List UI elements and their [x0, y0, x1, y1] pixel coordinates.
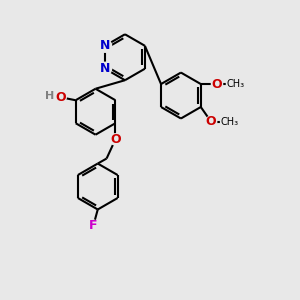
- Text: CH₃: CH₃: [220, 117, 238, 127]
- Text: O: O: [110, 133, 121, 146]
- Text: O: O: [56, 91, 66, 104]
- Text: CH₃: CH₃: [226, 79, 244, 89]
- Text: N: N: [100, 39, 110, 52]
- Circle shape: [206, 116, 217, 127]
- Text: H: H: [45, 91, 54, 101]
- Circle shape: [99, 39, 112, 52]
- Circle shape: [220, 113, 238, 130]
- Circle shape: [44, 91, 55, 101]
- Text: F: F: [89, 219, 98, 232]
- Text: O: O: [212, 77, 222, 91]
- Circle shape: [212, 78, 223, 90]
- Circle shape: [110, 134, 121, 145]
- Circle shape: [88, 220, 99, 231]
- Text: O: O: [206, 115, 216, 128]
- Circle shape: [99, 62, 112, 75]
- Circle shape: [56, 92, 66, 103]
- Text: N: N: [100, 62, 110, 75]
- Circle shape: [226, 75, 244, 93]
